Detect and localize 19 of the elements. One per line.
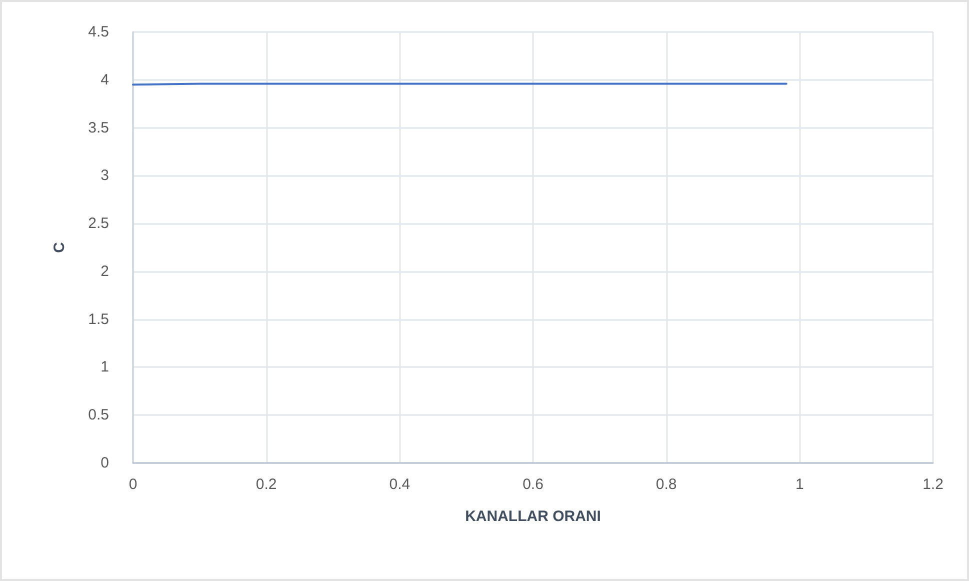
y-tick-label: 2.5 <box>88 215 109 232</box>
x-tick-label: 0.8 <box>656 476 677 493</box>
y-tick-label: 3.5 <box>88 119 109 136</box>
x-tick-label: 0.6 <box>522 476 544 493</box>
y-tick-label: 1 <box>100 358 109 376</box>
x-tick-label: 0.2 <box>256 476 277 493</box>
y-tick-label: 0.5 <box>88 406 109 424</box>
y-tick-label: 0 <box>100 454 109 472</box>
y-tick-label: 4.5 <box>88 24 109 40</box>
x-tick-label: 0 <box>128 476 138 493</box>
y-tick-label: 2 <box>100 262 109 280</box>
x-tick-label: 1.2 <box>922 476 944 493</box>
y-tick-label: 4 <box>100 71 109 88</box>
y-axis-title: C <box>51 242 68 253</box>
y-tick-label: 1.5 <box>88 310 109 328</box>
y-tick-label: 3 <box>100 167 109 184</box>
x-axis-title: KANALLAR ORANI <box>465 508 601 525</box>
x-tick-label: 1 <box>795 476 804 493</box>
x-tick-label: 0.4 <box>389 476 410 493</box>
